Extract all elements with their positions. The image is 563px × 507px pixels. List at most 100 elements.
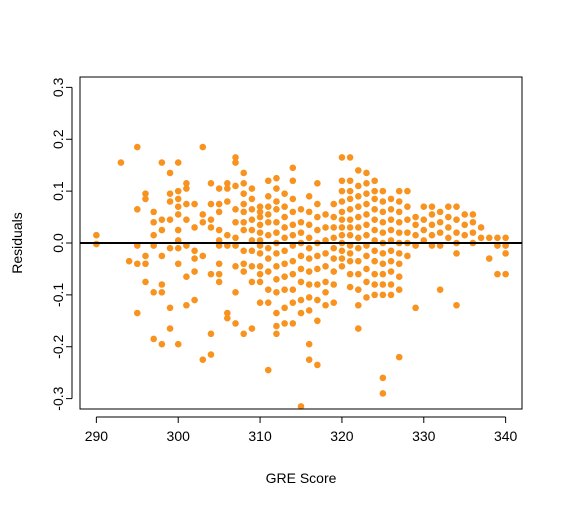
data-point (207, 200, 215, 208)
data-point (371, 247, 378, 255)
data-point (273, 174, 280, 182)
data-point (453, 229, 460, 236)
data-point (240, 180, 247, 187)
data-point (134, 205, 141, 213)
data-point (289, 164, 297, 172)
data-point (322, 288, 329, 296)
data-point (363, 265, 370, 273)
data-point (224, 180, 231, 187)
data-point (256, 221, 264, 229)
data-point (166, 169, 174, 177)
data-point (207, 351, 215, 358)
data-point (232, 288, 239, 296)
x-tick-label: 340 (494, 428, 518, 444)
data-point (134, 143, 141, 151)
data-point (371, 205, 378, 213)
data-point (330, 234, 338, 242)
data-point (150, 288, 157, 296)
data-point (461, 211, 469, 218)
data-point (273, 218, 280, 226)
data-point (158, 281, 166, 288)
data-point (330, 200, 338, 208)
data-point (346, 224, 354, 231)
data-point (346, 231, 354, 239)
data-point (355, 244, 362, 252)
data-point (289, 195, 297, 203)
data-point (183, 185, 190, 192)
data-point (346, 283, 354, 291)
data-point (93, 240, 100, 248)
data-point (371, 226, 378, 234)
data-point (412, 304, 419, 312)
data-point (322, 250, 329, 257)
data-point (142, 278, 149, 286)
data-point (289, 270, 297, 278)
data-point (215, 270, 223, 278)
data-point (502, 270, 509, 278)
data-point (224, 198, 231, 205)
data-point (273, 205, 280, 213)
data-point (273, 322, 280, 330)
data-point (191, 268, 198, 275)
data-point (379, 291, 387, 299)
data-point (289, 208, 297, 216)
data-point (346, 154, 354, 161)
data-point (395, 187, 403, 195)
data-point (314, 361, 321, 369)
data-point (264, 231, 272, 239)
data-point (346, 205, 354, 213)
data-point (355, 257, 362, 265)
data-point (338, 208, 346, 216)
data-point (314, 296, 321, 304)
data-point (371, 281, 378, 288)
data-point (166, 244, 174, 252)
data-point (240, 268, 247, 275)
data-point (305, 244, 313, 252)
data-point (314, 317, 321, 325)
data-point (305, 356, 313, 364)
data-point (469, 211, 477, 218)
data-point (240, 200, 247, 208)
data-point (338, 224, 346, 231)
data-point (379, 270, 387, 278)
x-axis-title: GRE Score (266, 470, 337, 486)
data-point (314, 180, 321, 187)
data-point (363, 211, 370, 218)
data-point (191, 296, 198, 304)
data-point (395, 353, 403, 361)
data-point (289, 299, 297, 306)
data-point (297, 205, 305, 213)
data-point (248, 263, 256, 270)
data-point (412, 213, 419, 221)
data-point (379, 229, 387, 236)
data-point (199, 356, 207, 364)
data-point (395, 198, 403, 205)
data-point (264, 211, 272, 218)
data-point (297, 403, 305, 410)
data-point (273, 263, 280, 270)
data-point (248, 195, 256, 203)
data-point (158, 252, 166, 260)
data-point (264, 286, 272, 293)
data-point (314, 252, 321, 260)
data-point (436, 286, 444, 293)
data-point (256, 250, 264, 257)
data-point (314, 200, 321, 208)
data-point (445, 213, 452, 221)
data-point (412, 231, 419, 239)
data-point (445, 203, 452, 210)
data-point (379, 250, 387, 257)
data-point (387, 281, 395, 288)
data-point (166, 198, 174, 205)
data-point (273, 330, 280, 338)
x-tick-label: 330 (412, 428, 436, 444)
data-point (387, 205, 395, 213)
data-point (305, 294, 313, 301)
data-point (379, 260, 387, 268)
data-point (338, 187, 346, 195)
data-point (174, 195, 182, 203)
data-point (199, 252, 207, 260)
data-point (240, 260, 247, 268)
data-point (305, 307, 313, 314)
x-tick-label: 300 (167, 428, 191, 444)
